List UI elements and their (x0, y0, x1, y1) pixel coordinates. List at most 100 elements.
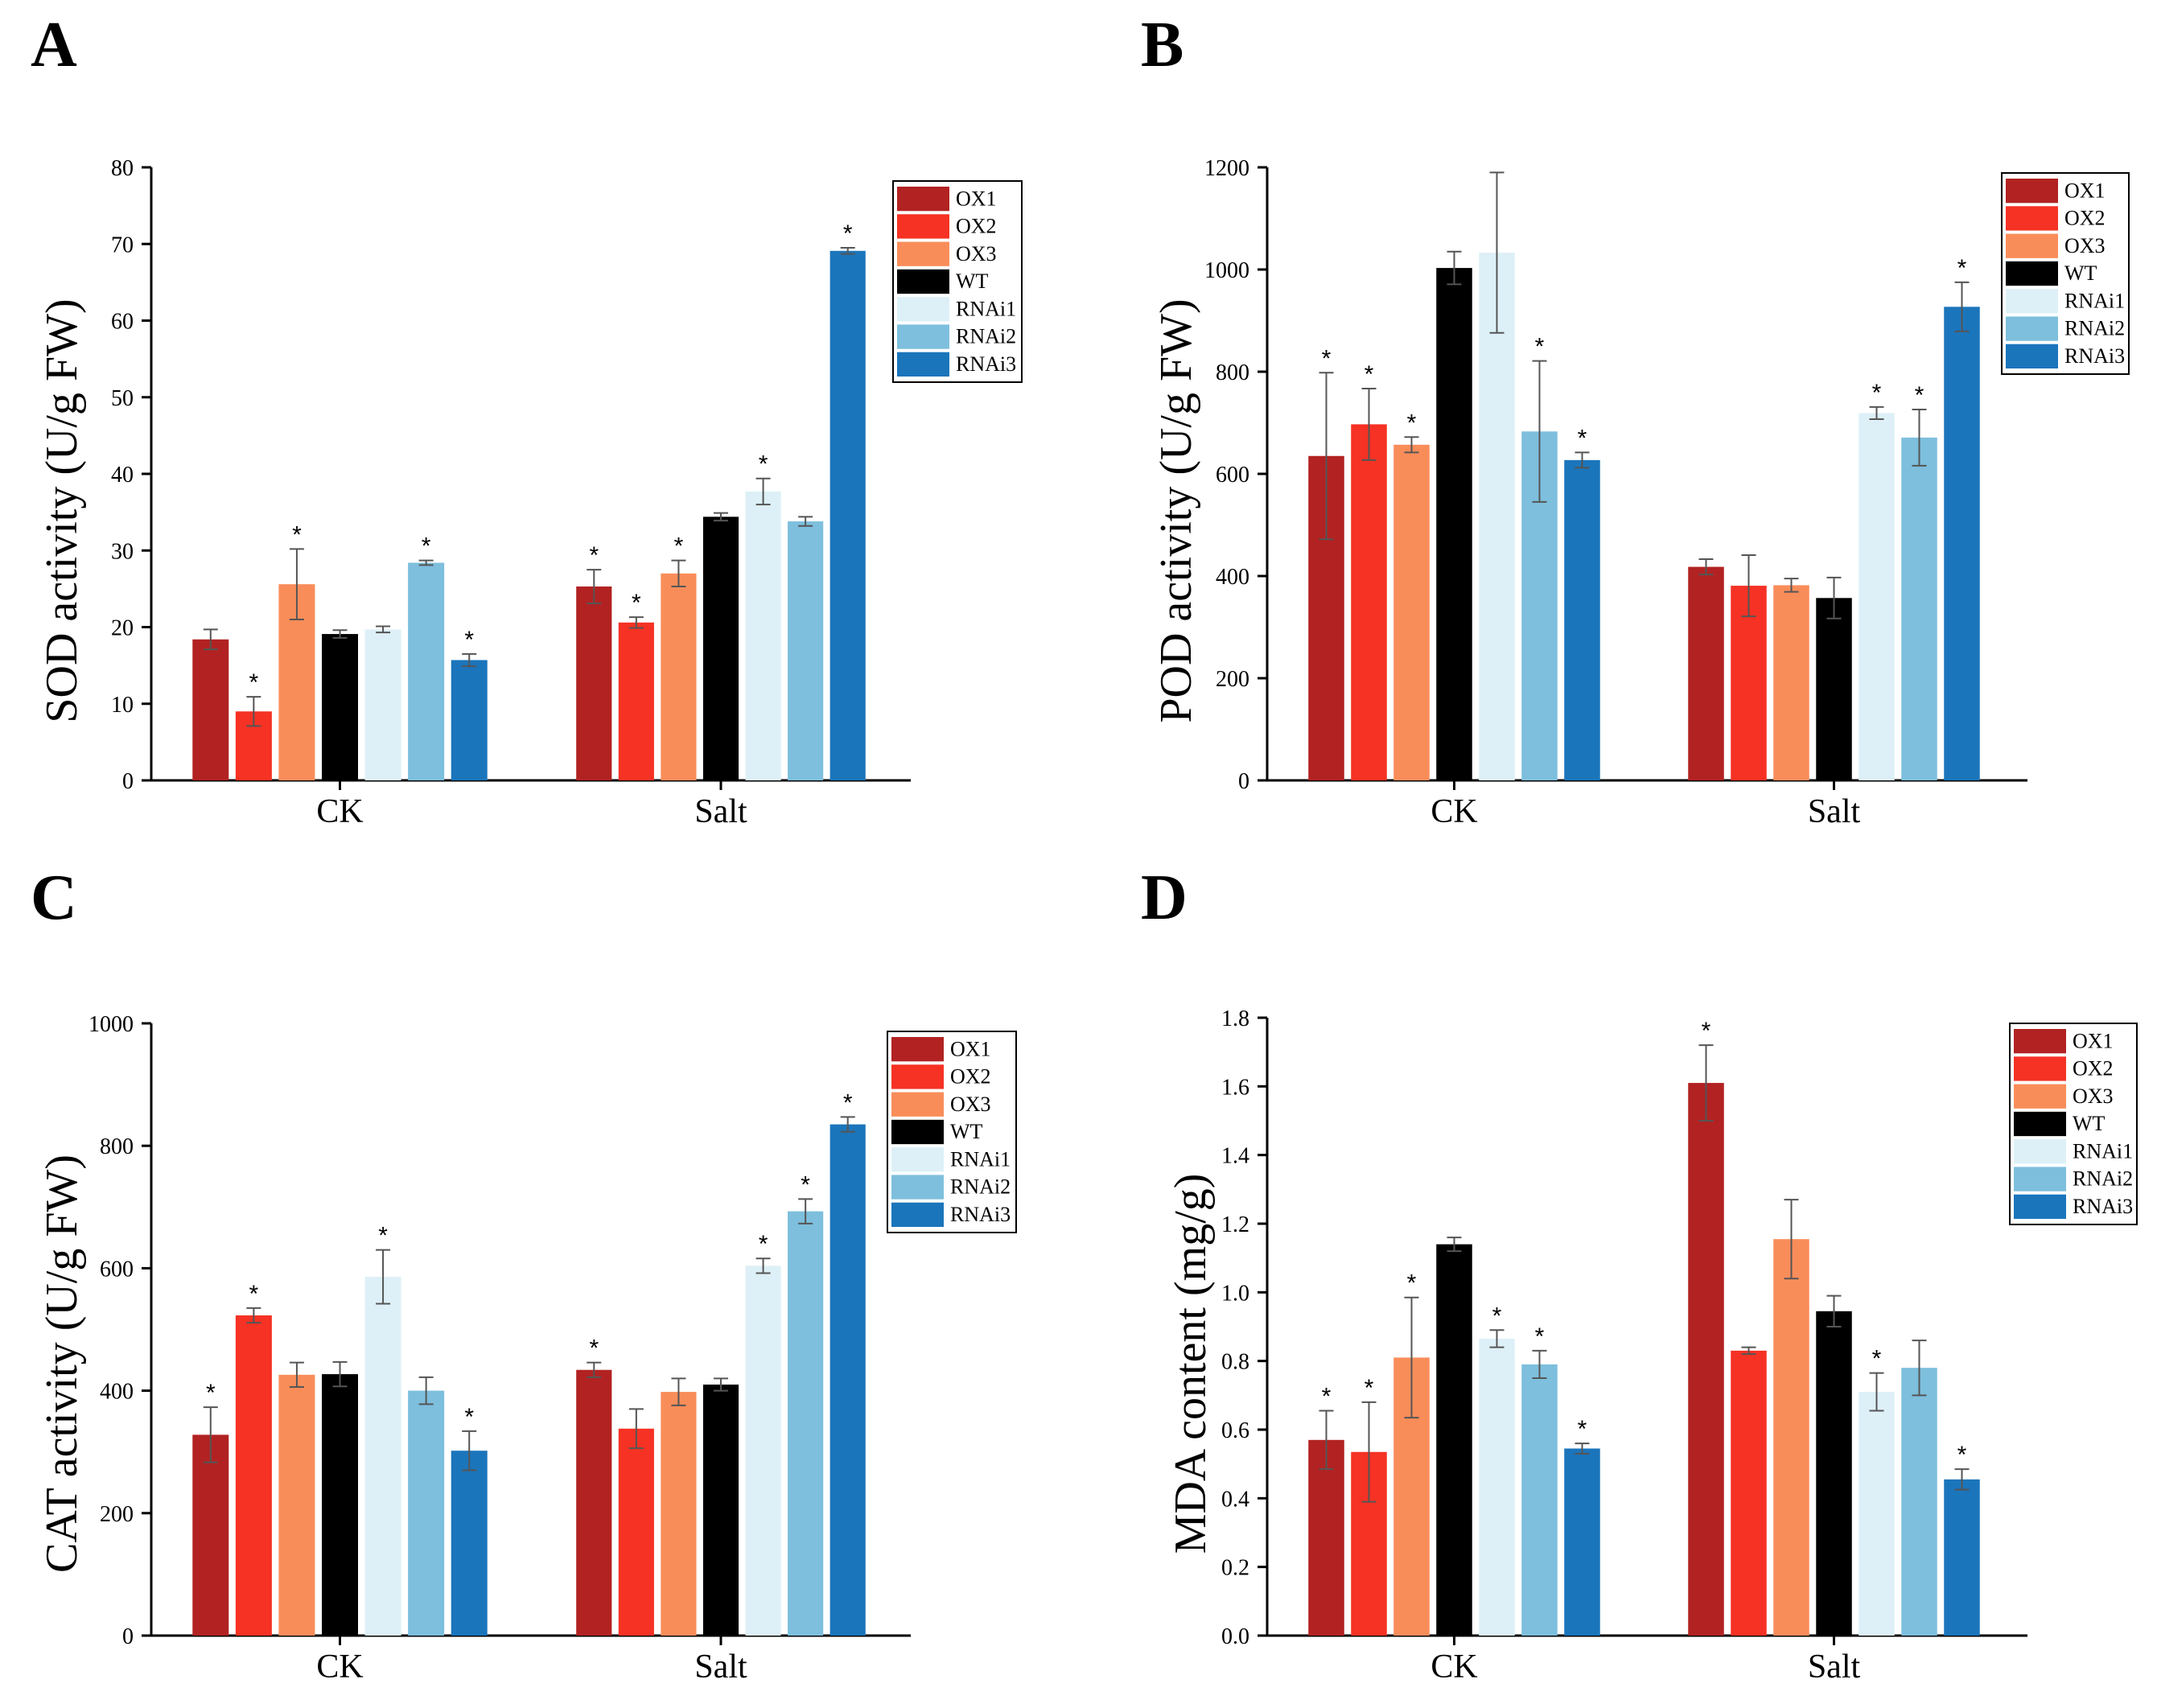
significance-star: * (759, 1231, 768, 1257)
significance-star: * (249, 669, 259, 696)
bar-rnai2-salt (788, 521, 824, 780)
bar-rnai1-salt (1859, 413, 1895, 780)
y-tick-label: 1.8 (1221, 1006, 1249, 1031)
legend-label: RNAi1 (950, 1147, 1011, 1171)
y-tick-label: 20 (111, 616, 134, 641)
significance-star: * (674, 533, 684, 560)
bar-rnai1-salt (745, 1266, 781, 1636)
bar-rnai3-salt (1944, 307, 1980, 781)
legend-swatch-ox2 (2006, 206, 2058, 231)
bar-ox3-salt (661, 1392, 697, 1636)
y-tick-label: 200 (100, 1502, 134, 1527)
significance-star: * (422, 533, 431, 560)
bar-ox2-salt (618, 1428, 654, 1636)
significance-star: * (1365, 1375, 1374, 1401)
legend-swatch-ox1 (891, 1037, 944, 1062)
y-tick-label: 80 (111, 156, 134, 181)
bar-rnai3-salt (829, 250, 866, 780)
bar-wt-salt (702, 517, 739, 780)
y-axis-title: SOD activity (U/g FW) (37, 298, 87, 722)
legend-swatch-wt (2014, 1111, 2066, 1137)
significance-star: * (759, 451, 768, 478)
legend-label: RNAi2 (2073, 1167, 2133, 1191)
significance-star: * (1578, 1416, 1587, 1443)
y-tick-label: 1.0 (1221, 1281, 1249, 1306)
x-category-label: CK (1430, 1648, 1477, 1685)
bar-rnai3-ck (451, 660, 488, 780)
legend-label: RNAi3 (2073, 1195, 2133, 1218)
bar-rnai3-ck (1564, 459, 1600, 780)
panel-d: D 0.0 0.2 0.4 0.6 0.8 1.0 1.2 1.4 1.6 1.8 MDA conte… (1141, 862, 2138, 1685)
legend-label: OX1 (956, 187, 997, 210)
bar-ox1-salt (576, 586, 612, 780)
legend-label: RNAi3 (956, 352, 1016, 376)
x-category-label: CK (316, 793, 363, 830)
legend-label: OX1 (2064, 179, 2106, 202)
significance-star: * (1957, 1442, 1967, 1468)
y-tick-label: 10 (111, 693, 134, 718)
significance-star: * (249, 1281, 259, 1307)
significance-star: * (1407, 1270, 1417, 1297)
significance-star: * (1322, 1384, 1332, 1410)
legend-swatch-rnai2 (897, 324, 949, 349)
significance-star: * (206, 1380, 216, 1406)
legend-swatch-ox3 (897, 241, 949, 266)
significance-star: * (464, 627, 474, 653)
legend-swatch-rnai3 (2006, 344, 2058, 368)
bar-ox2-salt (1731, 1350, 1767, 1636)
panel-a: A 0 10 20 30 40 50 60 70 80 SOD activity (U/g FW) C… (31, 10, 1023, 830)
legend-swatch-rnai1 (897, 297, 949, 322)
legend-swatch-ox2 (897, 214, 949, 239)
y-tick-label: 30 (111, 539, 134, 564)
legend-swatch-ox2 (891, 1064, 944, 1089)
significance-star: * (1578, 425, 1587, 451)
bar-rnai3-ck (451, 1451, 488, 1636)
legend-label: OX1 (950, 1037, 991, 1060)
significance-star: * (1365, 361, 1374, 388)
bar-rnai1-salt (1859, 1392, 1895, 1636)
y-tick-label: 0 (1238, 769, 1249, 794)
bar-wt-ck (322, 634, 358, 780)
significance-star: * (464, 1404, 474, 1430)
bar-ox1-ck (1308, 1439, 1344, 1636)
bar-ox3-salt (1773, 1239, 1809, 1636)
legend-label: OX2 (950, 1065, 991, 1089)
bar-ox1-salt (576, 1369, 612, 1636)
y-tick-label: 1.6 (1221, 1075, 1249, 1100)
panel-letter: C (31, 862, 77, 933)
y-tick-label: 400 (1216, 565, 1249, 590)
x-category-label: Salt (1808, 1648, 1861, 1685)
y-tick-label: 1.4 (1221, 1144, 1249, 1169)
significance-star: * (1702, 1018, 1711, 1044)
y-tick-label: 60 (111, 310, 134, 335)
significance-star: * (1957, 255, 1967, 282)
significance-star: * (589, 542, 599, 569)
legend-swatch-ox3 (891, 1092, 944, 1117)
bar-ox2-ck (235, 1315, 272, 1636)
bar-ox2-ck (1351, 424, 1387, 780)
y-axis-title: CAT activity (U/g FW) (37, 1154, 87, 1573)
legend-swatch-rnai1 (2006, 289, 2058, 314)
legend-swatch-wt (891, 1119, 944, 1145)
legend-label: OX3 (956, 242, 997, 265)
significance-star: * (1492, 1303, 1502, 1329)
legend-swatch-ox1 (897, 187, 949, 212)
significance-star: * (589, 1336, 599, 1362)
legend-label: RNAi2 (956, 325, 1016, 348)
legend-swatch-rnai1 (891, 1147, 944, 1172)
y-tick-label: 600 (1216, 463, 1249, 488)
legend-swatch-ox3 (2006, 233, 2058, 258)
bar-wt-salt (702, 1384, 739, 1636)
legend-swatch-rnai3 (897, 352, 949, 377)
bar-ox1-salt (1688, 1083, 1724, 1636)
bar-wt-ck (1436, 1244, 1472, 1636)
legend-label: WT (2064, 261, 2097, 285)
x-category-label: Salt (694, 793, 747, 830)
panel-c: C 0 200 400 600 800 1000 CAT activity (U/g FW) C… (31, 862, 1017, 1685)
significance-star: * (1407, 410, 1417, 436)
y-tick-label: 0 (122, 1624, 134, 1649)
bar-wt-salt (1816, 1311, 1852, 1636)
legend-swatch-rnai2 (2014, 1167, 2066, 1191)
panel-letter: D (1141, 862, 1188, 933)
